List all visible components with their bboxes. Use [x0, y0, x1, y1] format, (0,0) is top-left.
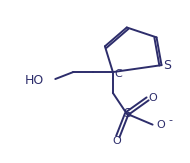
Text: S: S: [123, 107, 131, 120]
Text: O: O: [112, 136, 121, 147]
Text: S: S: [163, 59, 171, 72]
Text: O: O: [156, 120, 165, 130]
Text: HO: HO: [25, 74, 44, 87]
Text: C: C: [114, 69, 122, 79]
Text: O: O: [148, 93, 157, 103]
Text: -: -: [169, 115, 173, 125]
